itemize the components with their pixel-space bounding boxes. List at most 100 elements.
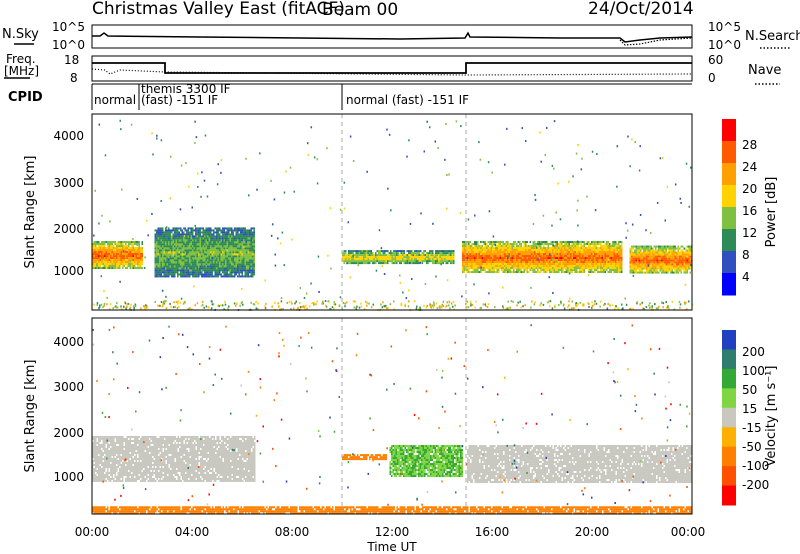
power-cell (661, 267, 663, 270)
freq-label-1: Freq. (6, 52, 36, 66)
power-cell (519, 261, 521, 264)
power-cell (196, 265, 198, 268)
power-cell (180, 241, 182, 244)
power-cell (609, 263, 611, 266)
power-cell (252, 275, 254, 278)
power-cell (462, 271, 464, 274)
power-cell (496, 241, 498, 244)
power-cell (126, 253, 128, 256)
power-cell (213, 229, 215, 232)
power-cell (684, 302, 686, 305)
power-cell (195, 237, 197, 240)
power-cell (204, 243, 206, 246)
power-cell (102, 306, 104, 309)
power-cell (241, 271, 243, 274)
power-cell (430, 254, 432, 257)
power-cell (570, 257, 572, 260)
power-cell (650, 247, 652, 250)
power-cell (685, 253, 687, 256)
power-cell (647, 253, 649, 256)
power-cell (196, 261, 198, 264)
power-cell (190, 239, 192, 242)
power-cell (465, 263, 467, 266)
power-cell (126, 247, 128, 250)
power-cell (616, 261, 618, 264)
power-cell (292, 307, 295, 310)
power-cell (415, 260, 417, 263)
power-cell (168, 249, 170, 252)
power-cell (372, 254, 374, 257)
power-cell (484, 255, 486, 258)
power-cell (159, 261, 161, 264)
power-cell (168, 235, 170, 238)
power-cell (543, 259, 545, 262)
power-cell (212, 303, 215, 306)
power-cell (490, 243, 492, 246)
power-cell (163, 269, 165, 272)
power-cell (367, 258, 369, 261)
power-cell (637, 259, 639, 262)
power-cell (571, 263, 573, 266)
power-cell (501, 259, 503, 262)
power-cell (420, 258, 422, 261)
power-cell (210, 253, 212, 256)
power-cell (466, 261, 468, 264)
power-cell (495, 245, 497, 248)
power-cell (240, 302, 243, 305)
power-cell (559, 251, 561, 254)
power-cell (445, 262, 447, 265)
power-cell (629, 261, 631, 264)
power-cell (649, 261, 651, 264)
power-cell (688, 267, 690, 270)
power-cell (110, 257, 112, 260)
power-cell (558, 267, 560, 270)
power-cell (360, 254, 362, 257)
power-cell (667, 271, 669, 274)
power-cell (613, 249, 615, 252)
power-cell (160, 253, 162, 256)
power-cell (621, 249, 623, 252)
power-cell (107, 257, 109, 260)
power-cell (225, 259, 227, 262)
power-cell (561, 255, 563, 258)
power-cell (475, 255, 477, 258)
power-cell (671, 247, 673, 250)
power-cell (612, 265, 614, 268)
power-cell (247, 253, 249, 256)
power-cell (647, 265, 649, 268)
power-cell (665, 251, 667, 254)
power-cell (513, 257, 515, 260)
power-cell (600, 259, 602, 262)
power-cell (163, 265, 165, 268)
power-cell (543, 269, 545, 272)
power-cell (609, 261, 611, 264)
power-cell (181, 233, 183, 236)
power-cell (369, 252, 371, 255)
power-cell (582, 263, 584, 266)
power-cell (547, 261, 549, 264)
power-cell (632, 251, 634, 254)
power-cell (567, 259, 569, 262)
power-cell (478, 249, 480, 252)
power-cell (113, 255, 115, 258)
power-cell (163, 255, 165, 258)
power-cell (160, 233, 162, 236)
power-cell (107, 265, 109, 268)
power-cell (98, 306, 101, 309)
power-cell (346, 260, 348, 263)
power-cell (246, 259, 248, 262)
power-cell (665, 261, 667, 264)
power-cell (366, 250, 368, 253)
power-cell (207, 247, 209, 250)
power-cell (101, 267, 103, 270)
power-cell (573, 245, 575, 248)
power-cell (192, 257, 194, 260)
power-cell (510, 251, 512, 254)
power-cell (204, 275, 206, 278)
power-cell (610, 267, 612, 270)
power-cell (400, 250, 402, 253)
power-cell (216, 231, 218, 234)
power-cell (535, 259, 537, 262)
power-cell (604, 265, 606, 268)
power-cell (351, 252, 353, 255)
